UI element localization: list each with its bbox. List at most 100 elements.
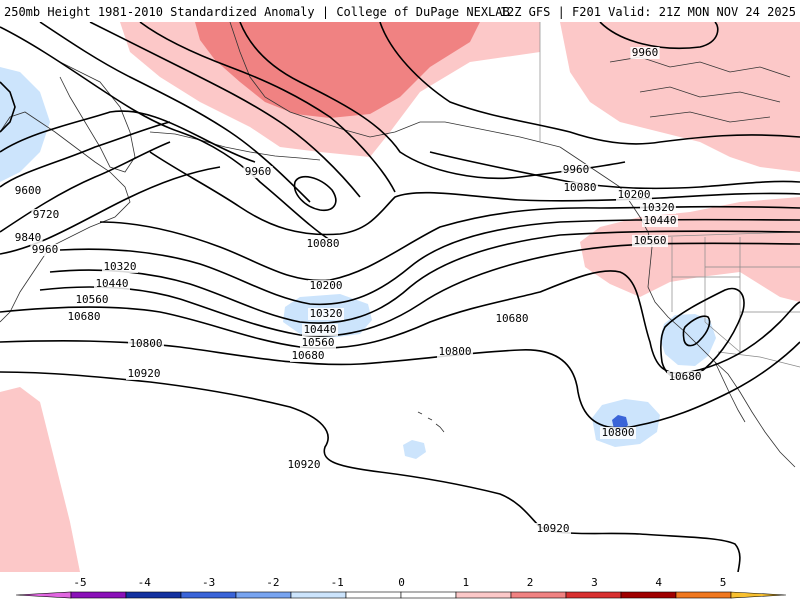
contour-label-background [630,47,660,59]
contour-label: 10680 [67,310,100,323]
political-borders [539,22,800,368]
colorbar-tick-label: -4 [138,576,152,589]
colorbar-segment [675,591,732,599]
contour-alaska-trough [239,22,626,180]
colorbar-segment [290,591,347,599]
contour-label-background [243,166,273,178]
negative-anomaly-kamchatka [0,67,50,182]
contour-west-outer-3 [139,22,396,193]
contour-bc [429,151,800,190]
colorbar-segment [730,591,787,599]
coastlines [0,22,796,468]
alaska-coastline [229,22,561,148]
contour-label-background [600,427,636,439]
contour-west-outer-1 [39,22,311,203]
contour-label-background [13,232,43,244]
contour-label-background [30,244,60,256]
contour-label: 10320 [103,260,136,273]
state-borders [671,237,800,353]
us-mexico-border [717,351,800,368]
colorbar-tick-label: 4 [655,576,662,589]
contour-label-background [66,311,102,323]
colorbar-tick-label: 3 [591,576,598,589]
contour-inner-california [682,315,711,347]
contour-10920 [0,371,741,572]
colorbar-segment [70,591,127,599]
map-title: 250mb Height 1981-2010 Standardized Anom… [4,5,510,19]
contour-label-background [290,350,326,362]
negative-anomaly-hawaii [403,440,426,459]
contour-label-background [300,337,336,349]
contour-label: 10800 [601,426,634,439]
contour-label-background [305,238,341,250]
colorbar-segment [125,591,182,599]
colorbar-segment [455,591,512,599]
contour-ridge-west [0,26,331,241]
contour-label: 10440 [303,323,336,336]
contour-label: 10680 [495,312,528,325]
positive-anomaly-southwest [0,387,80,572]
colorbar-segments [15,591,787,599]
contour-label-background [308,280,344,292]
colorbar-segment [510,591,567,599]
contour-label: 9720 [33,208,60,221]
kamchatka-coastline [59,61,136,173]
contour-label: 10440 [95,277,128,290]
contour-closed-low [293,175,337,212]
anomaly-colorbar: -5 -4 -3 -2 -1 0 1 2 3 4 5 [15,576,787,599]
contour-label: 9840 [15,231,42,244]
us-canada-border [641,231,800,238]
us-west-coastline [647,246,796,468]
colorbar-tick-label: 0 [398,576,405,589]
contour-label-background [286,459,322,471]
contour-label: 9960 [32,243,59,256]
contour-label-background [74,294,110,306]
contour-label-background [640,202,676,214]
contour-label: 10200 [309,279,342,292]
contour-label: 10080 [563,181,596,194]
colorbar-tick-label: 1 [462,576,469,589]
contour-label-background [561,164,591,176]
contour-label: 9960 [245,165,272,178]
contour-label: 10560 [75,293,108,306]
contour-label-background [667,371,703,383]
colorbar-tick-labels: -5 -4 -3 -2 -1 0 1 2 3 4 5 [73,576,726,589]
colorbar-segment [620,591,677,599]
colorbar-tick-label: -2 [266,576,279,589]
positive-anomaly-western-us [580,197,800,302]
contour-10560 [39,242,800,337]
colorbar-segment [400,591,457,599]
contour-west-outer-2 [89,22,361,198]
contour-10200 [99,205,800,282]
contour-10080 [149,151,800,236]
contour-label: 9600 [15,184,42,197]
contour-9960-east [379,22,800,145]
contour-label-background [632,235,668,247]
colorbar-segment [345,591,402,599]
contour-10320 [59,218,800,306]
contour-10800 [0,340,800,429]
colorbar-segment [15,591,72,599]
contour-label-background [94,278,130,290]
contour-9720 [0,121,171,188]
contour-10440 [49,230,800,324]
contour-label: 10800 [438,345,471,358]
colorbar-tick-label: -1 [331,576,344,589]
aleutian-islands [149,131,321,161]
contour-closed-california [659,287,745,380]
colorbar-tick-label: -5 [73,576,86,589]
contour-label-background [308,308,344,320]
contour-label: 10200 [617,188,650,201]
contour-label-background [616,189,652,201]
colorbar-tick-label: 2 [527,576,534,589]
strong-anomaly-alaska [195,22,480,118]
contour-label: 10560 [633,234,666,247]
contour-label: 10680 [668,370,701,383]
colorbar-segment [180,591,237,599]
contour-label-background [302,324,338,336]
contour-label: 10440 [643,214,676,227]
contour-label: 10680 [291,349,324,362]
colorbar-segment [235,591,292,599]
contour-label: 10560 [301,336,334,349]
